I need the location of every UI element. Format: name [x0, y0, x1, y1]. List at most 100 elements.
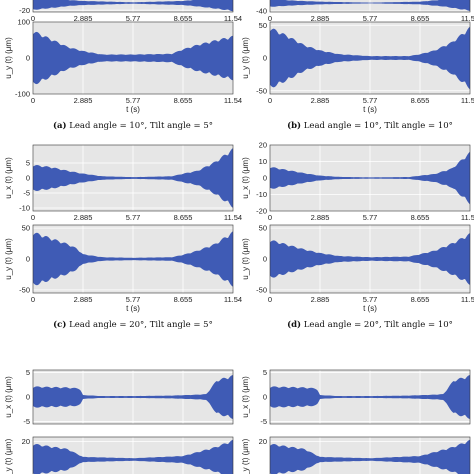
caption-tag: (b)	[287, 120, 301, 131]
x-tick-label: 8.655	[411, 295, 430, 304]
y-tick-label: -10	[19, 204, 30, 213]
y-tick-label: 5	[26, 368, 30, 377]
x-tick-label: 11.54	[461, 14, 474, 23]
y-tick-label: 20	[22, 437, 30, 446]
subfigure-caption: (d) Lead angle = 20°, Tilt angle = 10°	[287, 319, 453, 330]
y-tick-label: -100	[15, 90, 30, 99]
caption-text: Lead angle = 20°, Tilt angle = 10°	[301, 320, 453, 330]
subplot-e-uy: 20 u_y (t) (μm)	[4, 436, 234, 474]
y-axis-label: u_x (t) (μm)	[4, 157, 13, 199]
subfigure-caption: (c) Lead angle = 20°, Tilt angle = 5°	[53, 319, 213, 330]
x-tick-label: 0	[268, 295, 272, 304]
caption-text: Lead angle = 10°, Tilt angle = 10°	[301, 121, 453, 131]
x-tick-label: 8.655	[411, 96, 430, 105]
signal-f-ux	[270, 374, 470, 420]
x-tick-label: 5.77	[126, 96, 141, 105]
y-axis-label: u_y (t) (μm)	[241, 238, 250, 280]
x-tick-label: 0	[268, 213, 272, 222]
y-tick-label: -50	[19, 286, 30, 295]
x-axis-label: t (s)	[126, 304, 140, 313]
x-tick-label: 0	[31, 295, 35, 304]
y-tick-label: 0	[263, 54, 267, 63]
x-tick-label: 0	[31, 213, 35, 222]
subplot-b-ux: 0 2.885 5.77 8.655 11.54 -40	[256, 0, 474, 23]
y-tick-label: 5	[263, 368, 267, 377]
x-tick-label: 2.885	[74, 213, 93, 222]
x-tick-label: 5.77	[363, 295, 378, 304]
y-tick-label: -40	[256, 7, 267, 16]
x-tick-label: 8.655	[174, 295, 193, 304]
x-axis-label: t (s)	[126, 105, 140, 114]
x-tick-label: 0	[268, 14, 272, 23]
x-tick-label: 5.77	[126, 213, 141, 222]
y-tick-label: 0	[26, 393, 30, 402]
x-tick-label: 2.885	[74, 295, 93, 304]
x-axis-label: t (s)	[363, 304, 377, 313]
plot-frame	[32, 144, 234, 212]
y-tick-label: -20	[19, 6, 30, 15]
subplot-c-ux: 0 2.885 5.77 8.655 11.54 -10 -5 0 5 u_x (t) (μm)	[4, 144, 242, 222]
caption-tag: (a)	[53, 120, 67, 131]
x-tick-label: 11.54	[461, 96, 474, 105]
x-tick-label: 8.655	[174, 213, 193, 222]
y-axis-label: u_y (t) (μm)	[4, 37, 13, 79]
y-tick-label: -5	[260, 417, 267, 426]
x-tick-label: 8.655	[411, 213, 430, 222]
x-tick-label: 2.885	[311, 213, 330, 222]
signal-f-uy	[270, 439, 470, 474]
plot-frame	[269, 144, 471, 212]
plot-frame	[269, 436, 471, 474]
y-tick-label: 20	[259, 141, 267, 150]
x-tick-label: 11.54	[461, 295, 474, 304]
y-axis-label: u_x (t) (μm)	[241, 157, 250, 199]
plot-frame	[269, 224, 471, 294]
y-tick-label: 0	[263, 393, 267, 402]
y-tick-label: 0	[26, 54, 30, 63]
subfigure-caption: (a) Lead angle = 10°, Tilt angle = 5°	[53, 120, 213, 131]
x-tick-label: 8.655	[174, 14, 193, 23]
x-tick-label: 2.885	[74, 14, 93, 23]
x-tick-label: 0	[268, 96, 272, 105]
x-axis-label: t (s)	[363, 105, 377, 114]
signal-c-ux	[33, 148, 233, 208]
y-tick-label: 50	[259, 21, 267, 30]
signal-e-uy	[33, 439, 233, 474]
caption-tag: (c)	[53, 319, 66, 330]
y-tick-label: 50	[22, 224, 30, 233]
y-tick-label: -10	[256, 190, 267, 199]
signal-d-ux	[270, 151, 470, 205]
signal-b-ux	[270, 0, 470, 11]
x-tick-label: 11.54	[224, 96, 242, 105]
y-tick-label: -50	[256, 86, 267, 95]
plot-frame	[32, 0, 234, 13]
signal-b-uy	[270, 26, 470, 90]
y-tick-label: 20	[259, 437, 267, 446]
x-tick-label: 5.77	[363, 14, 378, 23]
plot-frame	[32, 224, 234, 294]
x-tick-label: 11.54	[224, 14, 242, 23]
subplot-e-ux: -5 0 5 u_x (t) (μm)	[4, 368, 234, 426]
subplot-f-ux: -5 0 5 u_x (t) (μm)	[241, 368, 471, 426]
subplot-d-ux: 0 2.885 5.77 8.655 11.54 -20 -10 0 10 20 u_x (t) (…	[241, 141, 474, 222]
x-tick-label: 8.655	[411, 14, 430, 23]
x-tick-label: 0	[31, 96, 35, 105]
y-axis-label: u_y (t) (μm)	[241, 37, 250, 79]
x-tick-label: 2.885	[311, 96, 330, 105]
subplot-a-ux: 0 2.885 5.77 8.655 11.54 -20	[19, 0, 242, 23]
caption-tag: (d)	[287, 319, 301, 330]
y-axis-label: u_y (t) (μm)	[241, 438, 250, 474]
x-tick-label: 8.655	[174, 96, 193, 105]
y-tick-label: -20	[256, 207, 267, 216]
signal-a-uy	[33, 31, 233, 85]
caption-text: Lead angle = 20°, Tilt angle = 5°	[66, 320, 212, 330]
y-tick-label: 0	[26, 255, 30, 264]
x-tick-label: 5.77	[126, 295, 141, 304]
y-tick-label: 0	[263, 174, 267, 183]
plot-frame	[269, 369, 471, 425]
x-tick-label: 11.54	[461, 213, 474, 222]
